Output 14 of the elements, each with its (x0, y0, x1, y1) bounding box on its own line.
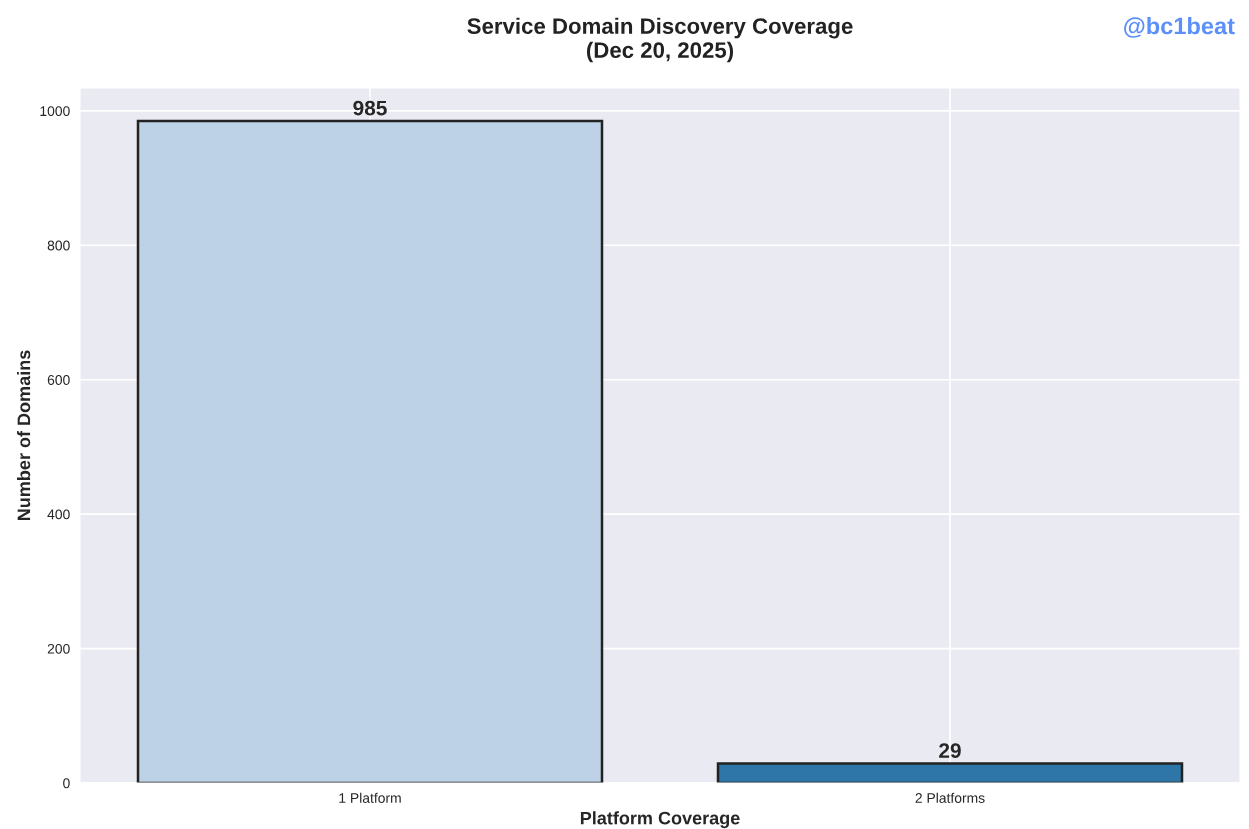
y-tick-label: 0 (63, 778, 70, 789)
x-tick-label: 2 Platforms (915, 792, 985, 803)
y-tick-label: 200 (47, 643, 70, 654)
data-label: 29 (939, 743, 961, 758)
chart-title: Service Domain Discovery Coverage (Dec 20, 2025) (467, 17, 853, 63)
data-label: 985 (353, 100, 387, 116)
x-tick-label: 1 Platform (339, 792, 401, 803)
y-tick-label: 400 (47, 509, 70, 520)
y-tick-label: 600 (47, 375, 70, 385)
y-tick-label: 1000 (40, 106, 70, 117)
text: @bc1beat (1124, 17, 1235, 38)
x-axis-title: Platform Coverage (580, 811, 740, 829)
y-axis-title: Number of Domains (17, 350, 31, 521)
y-tick-label: 800 (47, 240, 70, 251)
